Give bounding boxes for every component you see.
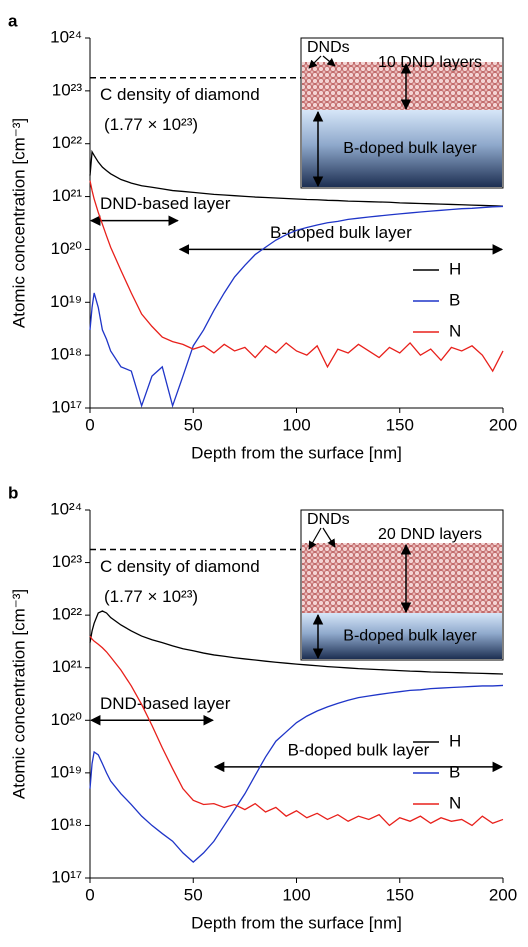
y-tick-label: 10²¹ <box>52 186 83 205</box>
series-line <box>89 149 504 207</box>
x-tick-label: 100 <box>282 415 310 434</box>
x-tick-label: 0 <box>85 415 94 434</box>
legend-label: H <box>449 259 461 278</box>
x-tick-label: 0 <box>85 885 94 904</box>
legend-label: B <box>449 762 460 781</box>
x-axis-label: Depth from the surface [nm] <box>191 913 402 932</box>
panel-label: b <box>8 483 18 502</box>
reference-label: C density of diamond <box>100 85 260 104</box>
y-tick-label: 10²² <box>52 605 83 624</box>
legend-label: B <box>449 290 460 309</box>
legend-label: N <box>449 793 461 812</box>
legend-label: N <box>449 321 461 340</box>
legend-label: H <box>449 731 461 750</box>
y-tick-label: 10²⁰ <box>51 239 83 258</box>
series-line <box>89 684 504 864</box>
y-tick-label: 10¹⁷ <box>51 867 82 886</box>
annotation-label: B-doped bulk layer <box>288 740 430 759</box>
series-line <box>89 610 504 675</box>
y-tick-label: 10²¹ <box>52 657 83 676</box>
x-tick-label: 200 <box>489 415 517 434</box>
y-tick-label: 10²³ <box>52 552 83 571</box>
y-tick-label: 10¹⁹ <box>50 762 82 781</box>
bulk-layer <box>302 110 502 187</box>
x-tick-label: 100 <box>282 885 310 904</box>
inset-arrow <box>322 55 336 67</box>
inset-arrow <box>322 527 336 548</box>
inset-arrow <box>308 55 322 69</box>
inset-dnds-label: DNDs <box>307 39 350 56</box>
dnd-layers <box>302 543 502 613</box>
x-tick-label: 200 <box>489 885 517 904</box>
inset-arrow <box>308 527 322 550</box>
y-tick-label: 10²⁴ <box>50 499 82 518</box>
inset-bulk-label: B-doped bulk layer <box>343 628 477 645</box>
y-tick-label: 10¹⁸ <box>50 345 82 364</box>
y-tick-label: 10²⁴ <box>50 27 82 46</box>
y-axis-label: Atomic concentration [cm⁻³] <box>9 589 28 799</box>
inset-layer-label: 20 DND layers <box>378 526 482 543</box>
inset-dnds-label: DNDs <box>307 511 350 528</box>
y-axis-label: Atomic concentration [cm⁻³] <box>9 118 28 328</box>
series-line <box>89 180 504 373</box>
x-tick-label: 50 <box>184 885 203 904</box>
annotation-label: DND-based layer <box>100 194 231 213</box>
annotation-label: DND-based layer <box>100 694 231 713</box>
x-axis-label: Depth from the surface [nm] <box>191 443 402 462</box>
x-tick-label: 150 <box>386 415 414 434</box>
reference-label: C density of diamond <box>100 557 260 576</box>
reference-value-label: (1.77 × 10²³) <box>104 587 198 606</box>
x-tick-label: 150 <box>386 885 414 904</box>
y-tick-label: 10¹⁷ <box>51 397 82 416</box>
series-line <box>89 205 504 409</box>
y-tick-label: 10²⁰ <box>51 710 83 729</box>
y-tick-label: 10¹⁹ <box>50 292 82 311</box>
y-tick-label: 10²³ <box>52 80 83 99</box>
y-tick-label: 10¹⁸ <box>50 815 82 834</box>
x-tick-label: 50 <box>184 415 203 434</box>
series-line <box>89 635 504 827</box>
bulk-layer <box>302 613 502 659</box>
y-tick-label: 10²² <box>52 133 83 152</box>
inset-layer-label: 10 DND layers <box>378 54 482 71</box>
panel-label: a <box>8 11 18 30</box>
inset-bulk-label: B-doped bulk layer <box>343 140 477 157</box>
reference-value-label: (1.77 × 10²³) <box>104 115 198 134</box>
